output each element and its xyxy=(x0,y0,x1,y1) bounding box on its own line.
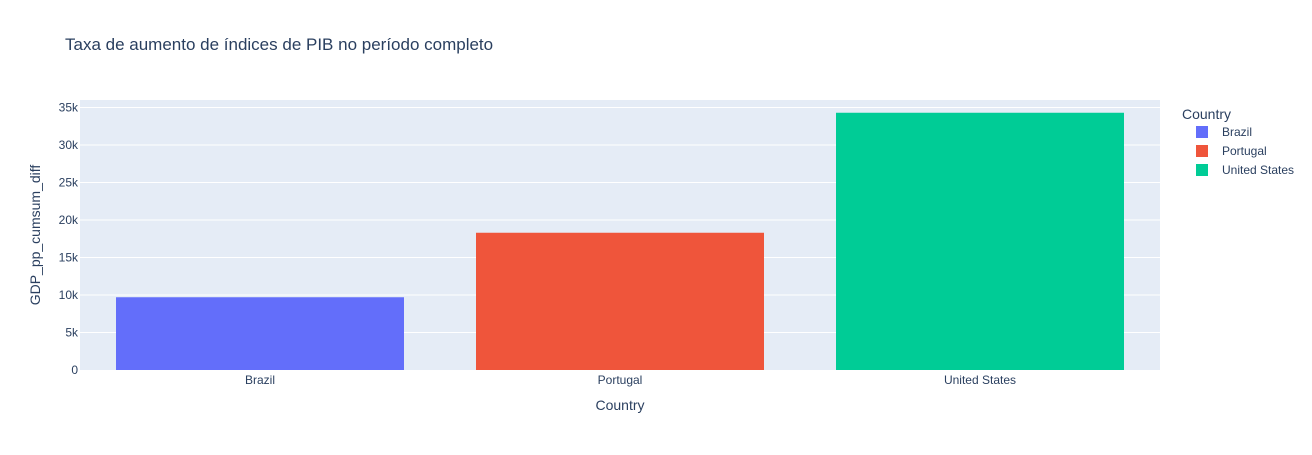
y-tick-label: 5k xyxy=(65,326,79,340)
legend-title: Country xyxy=(1182,106,1231,122)
x-tick-label: United States xyxy=(944,373,1016,387)
legend-label: Portugal xyxy=(1222,144,1267,158)
bars xyxy=(116,112,1124,370)
legend-swatch xyxy=(1196,164,1208,176)
x-tick-label: Portugal xyxy=(598,373,643,387)
y-axis-ticks: 0 5k 10k 15k 20k 25k 30k 35k xyxy=(59,101,79,378)
y-tick-label: 15k xyxy=(59,251,79,265)
bar-brazil[interactable] xyxy=(116,297,404,370)
x-axis-ticks: Brazil Portugal United States xyxy=(245,373,1016,387)
x-tick-label: Brazil xyxy=(245,373,275,387)
legend[interactable]: Country Brazil Portugal United States xyxy=(1182,106,1294,177)
y-axis-title: GDP_pp_cumsum_diff xyxy=(27,165,43,306)
legend-item-portugal[interactable]: Portugal xyxy=(1196,144,1267,158)
legend-label: Brazil xyxy=(1222,125,1252,139)
x-axis-title: Country xyxy=(595,397,644,413)
y-tick-label: 25k xyxy=(59,176,79,190)
legend-label: United States xyxy=(1222,163,1294,177)
legend-swatch xyxy=(1196,145,1208,157)
chart-title: Taxa de aumento de índices de PIB no per… xyxy=(65,35,493,54)
y-tick-label: 20k xyxy=(59,213,79,227)
y-tick-label: 0 xyxy=(71,363,78,377)
bar-portugal[interactable] xyxy=(476,232,764,370)
y-tick-label: 35k xyxy=(59,101,79,115)
y-tick-label: 30k xyxy=(59,138,79,152)
legend-swatch xyxy=(1196,126,1208,138)
legend-item-brazil[interactable]: Brazil xyxy=(1196,125,1252,139)
y-tick-label: 10k xyxy=(59,288,79,302)
legend-item-united-states[interactable]: United States xyxy=(1196,163,1294,177)
bar-united-states[interactable] xyxy=(836,112,1124,370)
